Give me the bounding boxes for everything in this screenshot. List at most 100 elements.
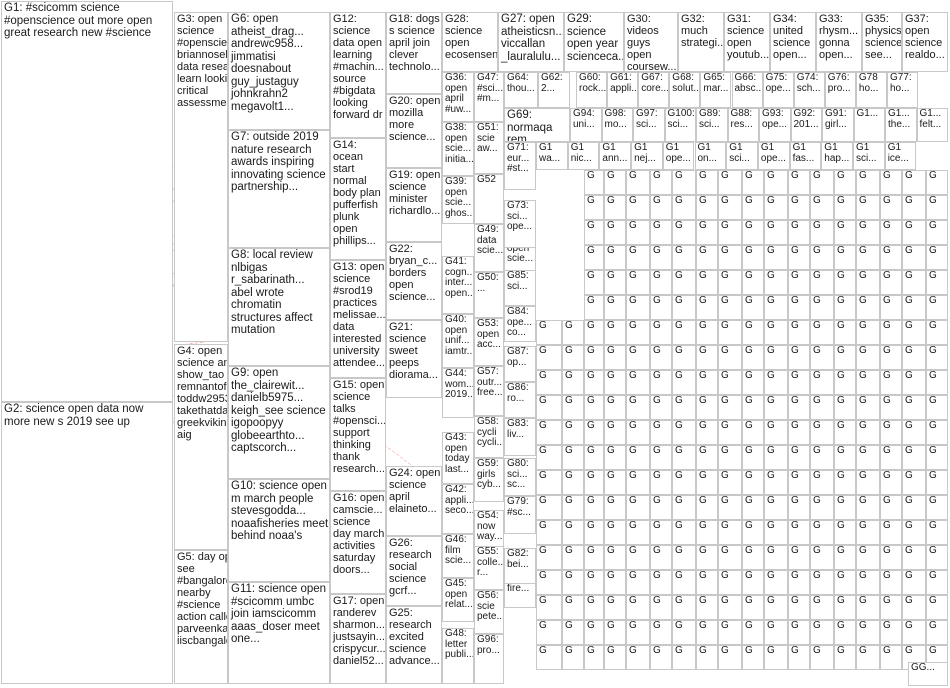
group-cell[interactable]: G bbox=[626, 570, 650, 595]
group-g48[interactable]: G48: letter publi... bbox=[442, 628, 474, 684]
group-cell[interactable]: G bbox=[650, 320, 672, 345]
group-cell[interactable]: G bbox=[810, 170, 834, 195]
group-g43[interactable]: G43: open today last... bbox=[442, 432, 474, 484]
group-cell[interactable]: G bbox=[764, 570, 788, 595]
group-cell[interactable]: G bbox=[696, 595, 718, 620]
group-g37[interactable]: G37: open science realdo... bbox=[902, 12, 948, 72]
group-cell[interactable]: G bbox=[788, 420, 810, 445]
group-cell[interactable]: G91: girl... bbox=[822, 108, 854, 142]
group-cell[interactable]: G bbox=[536, 545, 562, 570]
group-cell[interactable]: G bbox=[880, 320, 902, 345]
group-cell[interactable]: G bbox=[672, 545, 696, 570]
group-cell[interactable]: G bbox=[562, 420, 584, 445]
group-cell[interactable]: G bbox=[810, 320, 834, 345]
group-cell[interactable]: G bbox=[926, 270, 948, 295]
group-cell[interactable]: G bbox=[880, 495, 902, 520]
group-cell[interactable]: G bbox=[742, 270, 764, 295]
group-g16[interactable]: G16: open camscie... science day march a… bbox=[330, 491, 386, 594]
group-cell[interactable]: G bbox=[718, 420, 742, 445]
group-cell[interactable]: G bbox=[764, 245, 788, 270]
group-cell[interactable]: G bbox=[856, 245, 880, 270]
group-cell[interactable]: G bbox=[742, 195, 764, 220]
group-cell[interactable]: G bbox=[764, 170, 788, 195]
group-g79[interactable]: G79: #sc... bbox=[504, 496, 536, 534]
group-cell[interactable]: G bbox=[810, 295, 834, 320]
group-cell[interactable]: G bbox=[562, 370, 584, 395]
group-cell[interactable]: G bbox=[742, 445, 764, 470]
group-cell[interactable]: G bbox=[764, 420, 788, 445]
group-cell[interactable]: G1 ann... bbox=[599, 142, 632, 170]
group-cell[interactable]: G bbox=[856, 195, 880, 220]
group-cell[interactable]: G bbox=[536, 320, 562, 345]
group-cell[interactable]: G89: sci... bbox=[696, 108, 728, 142]
group-cell[interactable]: G bbox=[718, 270, 742, 295]
group-cell[interactable]: G bbox=[764, 370, 788, 395]
group-cell[interactable]: G bbox=[672, 645, 696, 670]
group-cell[interactable]: G bbox=[562, 495, 584, 520]
group-cell[interactable]: G bbox=[788, 495, 810, 520]
group-cell[interactable]: G bbox=[584, 170, 604, 195]
group-cell[interactable]: G bbox=[834, 170, 856, 195]
group-cell[interactable]: G bbox=[788, 345, 810, 370]
group-cell[interactable]: G bbox=[810, 645, 834, 670]
group-cell[interactable]: G bbox=[926, 620, 948, 645]
group-cell[interactable]: G bbox=[672, 370, 696, 395]
group-g71[interactable]: G71: eur... #st... bbox=[504, 142, 536, 190]
group-cell[interactable]: G bbox=[650, 170, 672, 195]
group-cell[interactable]: G bbox=[604, 520, 626, 545]
group-cell[interactable]: G bbox=[926, 595, 948, 620]
group-cell[interactable]: G bbox=[626, 445, 650, 470]
group-g20[interactable]: G20: open mozilla more science... bbox=[386, 94, 442, 168]
group-cell[interactable]: G bbox=[902, 545, 926, 570]
group-cell[interactable]: G bbox=[880, 645, 902, 670]
group-cell[interactable]: G bbox=[880, 345, 902, 370]
group-cell[interactable]: G bbox=[604, 495, 626, 520]
group-cell[interactable]: G bbox=[672, 170, 696, 195]
group-cell[interactable]: G bbox=[788, 245, 810, 270]
group-g73[interactable]: G73: sci... ope... bbox=[504, 200, 536, 248]
group-cell[interactable]: G68: solut... bbox=[669, 72, 701, 108]
group-cell[interactable]: G bbox=[584, 595, 604, 620]
group-cell[interactable]: G1 fas... bbox=[789, 142, 822, 170]
group-g82[interactable]: G82: bei... bbox=[504, 548, 536, 584]
group-cell[interactable]: G bbox=[584, 645, 604, 670]
group-cell[interactable]: G1 ope... bbox=[662, 142, 695, 170]
group-cell[interactable]: G bbox=[764, 520, 788, 545]
group-cell[interactable]: G bbox=[788, 645, 810, 670]
group-cell[interactable]: G bbox=[764, 545, 788, 570]
group-cell[interactable]: G bbox=[604, 295, 626, 320]
group-cell[interactable]: G bbox=[834, 320, 856, 345]
group-cell[interactable]: G bbox=[584, 470, 604, 495]
group-cell[interactable]: G bbox=[536, 495, 562, 520]
group-cell[interactable]: G bbox=[718, 570, 742, 595]
group-g13[interactable]: G13: open science #srod19 practices meli… bbox=[330, 260, 386, 378]
group-cell[interactable]: G bbox=[562, 545, 584, 570]
group-cell[interactable]: G bbox=[834, 595, 856, 620]
group-cell[interactable]: G bbox=[926, 170, 948, 195]
group-g1[interactable]: G1: #scicomm science #openscience out mo… bbox=[1, 1, 173, 402]
group-cell[interactable]: G bbox=[902, 395, 926, 420]
group-cell[interactable]: G bbox=[764, 195, 788, 220]
group-cell[interactable]: G bbox=[880, 445, 902, 470]
group-cell[interactable]: G bbox=[536, 470, 562, 495]
group-cell[interactable]: G bbox=[902, 495, 926, 520]
group-cell[interactable]: G bbox=[718, 320, 742, 345]
group-cell[interactable]: G bbox=[788, 445, 810, 470]
group-cell[interactable]: G bbox=[718, 520, 742, 545]
group-cell[interactable]: G bbox=[834, 570, 856, 595]
group-cell[interactable]: G bbox=[536, 620, 562, 645]
group-cell[interactable]: G bbox=[742, 220, 764, 245]
group-cell[interactable]: G bbox=[626, 595, 650, 620]
group-cell[interactable]: G bbox=[718, 495, 742, 520]
group-cell[interactable]: G bbox=[926, 220, 948, 245]
group-cell[interactable]: G bbox=[764, 445, 788, 470]
group-cell[interactable]: G98: mo... bbox=[601, 108, 633, 142]
group-cell[interactable]: G bbox=[672, 620, 696, 645]
group-cell[interactable]: G bbox=[562, 645, 584, 670]
group-cell[interactable]: G bbox=[696, 445, 718, 470]
group-cell[interactable]: G bbox=[584, 570, 604, 595]
group-g41[interactable]: G41: cogn... inter... open... bbox=[442, 256, 474, 314]
group-cell[interactable]: G bbox=[926, 370, 948, 395]
group-cell[interactable]: G bbox=[856, 295, 880, 320]
group-cell[interactable]: G bbox=[764, 345, 788, 370]
